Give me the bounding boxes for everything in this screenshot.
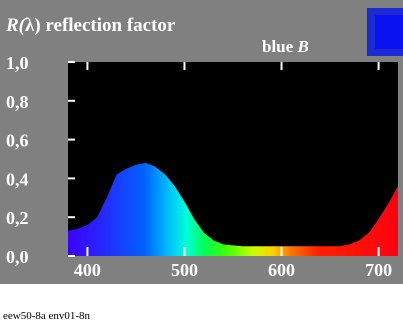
x-tick-label: 700	[365, 260, 392, 280]
y-axis: 0,0 0,2 0,4 0,6 0,8 1,0	[6, 53, 75, 267]
y-tick-label: 0,4	[6, 169, 29, 189]
y-tick-label: 0,0	[6, 247, 29, 267]
footer-text: eew50-8a env01-8n	[3, 310, 91, 322]
y-tick-label: 0,6	[6, 131, 29, 151]
y-tick-label: 1,0	[6, 53, 29, 73]
x-axis-label: wavelength λ/nm	[164, 286, 302, 307]
y-tick-label: 0,8	[6, 92, 29, 112]
reflection-area	[68, 162, 398, 256]
x-tick-label: 500	[171, 260, 198, 280]
series-label: blue B	[262, 37, 309, 56]
chart-title: R(λ) reflection factor	[5, 15, 176, 36]
x-axis: 400 500 600 700	[74, 62, 392, 280]
color-swatch-inner	[375, 15, 403, 49]
x-tick-label: 400	[74, 260, 101, 280]
y-tick-label: 0,2	[6, 208, 29, 228]
x-tick-label: 600	[268, 260, 295, 280]
